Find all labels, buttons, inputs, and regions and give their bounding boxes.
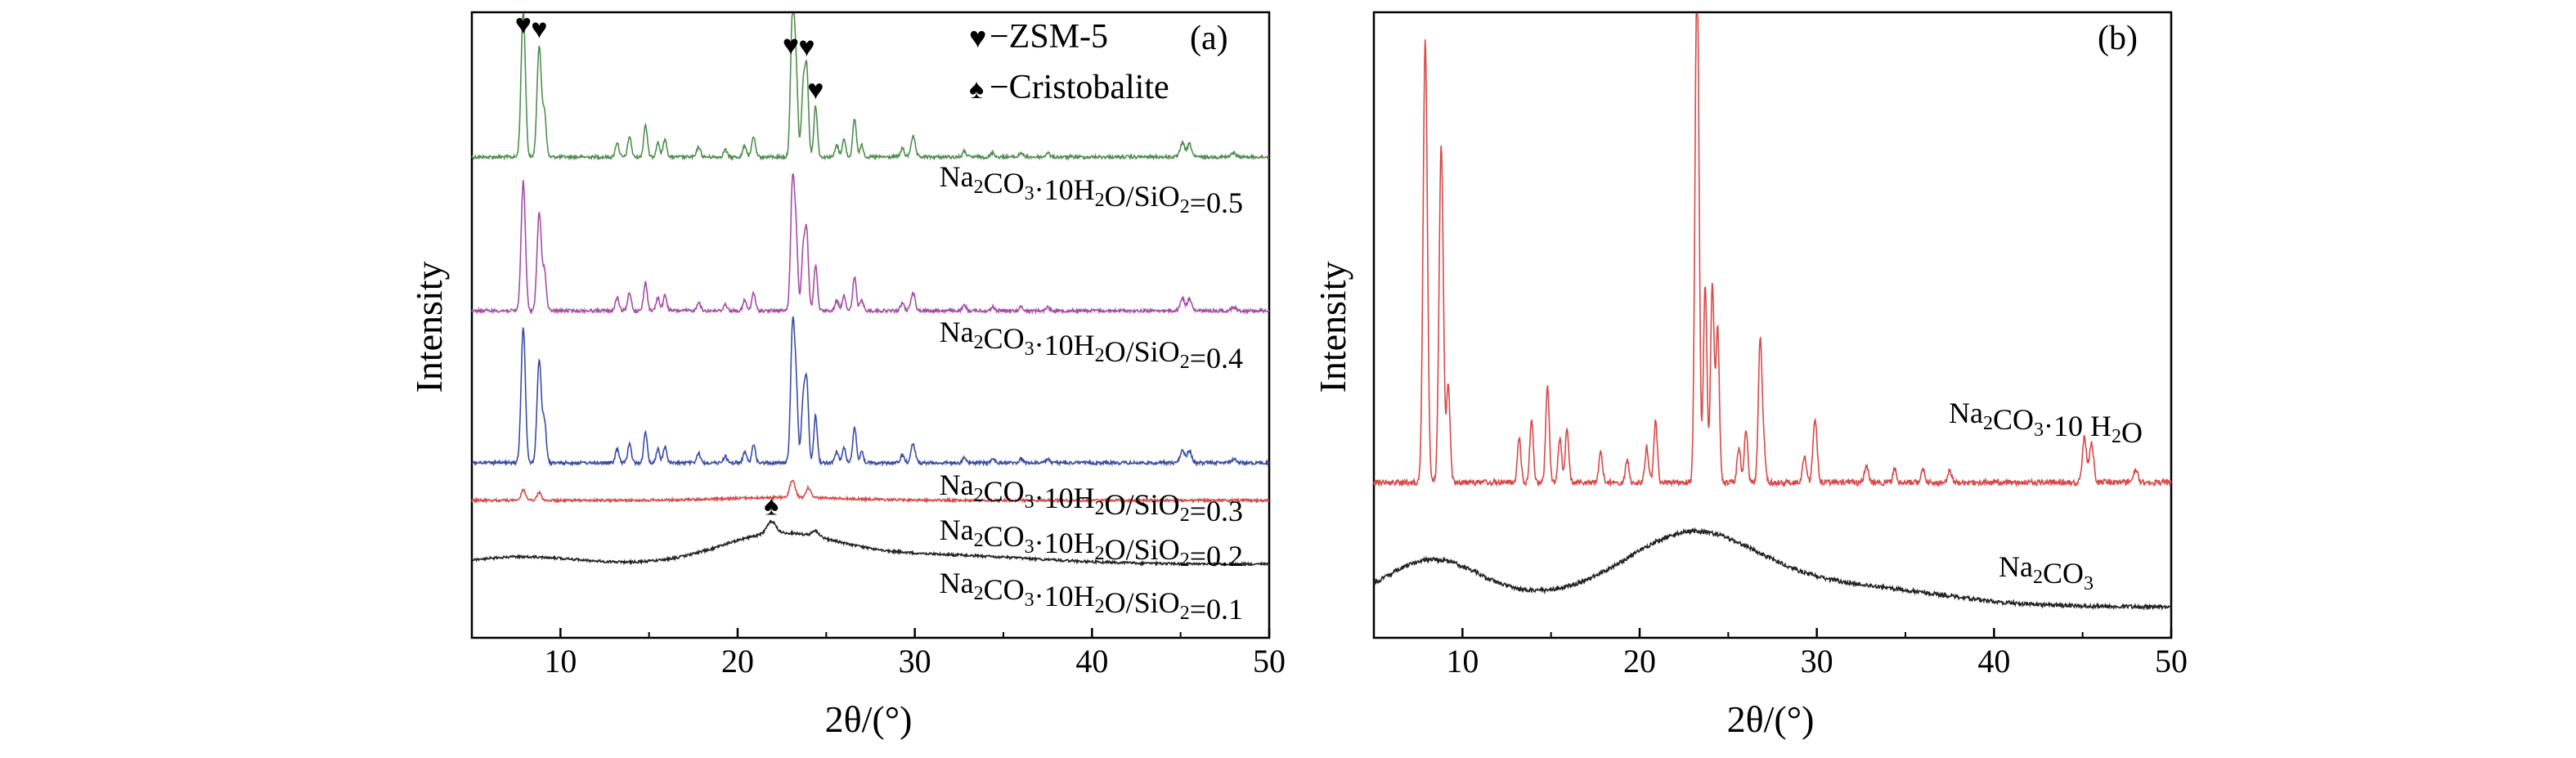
panel-a-plot-frame bbox=[470, 11, 1271, 639]
panel-a-label: (a) bbox=[1190, 20, 1228, 57]
panel-b-label: (b) bbox=[2098, 20, 2138, 57]
zsm5-marker: ♥ bbox=[807, 75, 824, 105]
series-line bbox=[1373, 13, 2172, 488]
series-line bbox=[1373, 527, 2172, 611]
zsm5-marker: ♥ bbox=[783, 30, 799, 61]
legend-zsm5-symbol: ♥ bbox=[969, 21, 986, 54]
panel-a-series bbox=[471, 13, 1270, 567]
x-tick-label: 30 bbox=[1801, 643, 1833, 680]
x-tick-label: 20 bbox=[721, 643, 754, 680]
series-label: Na2CO3·10H2O/SiO2=0.1 bbox=[940, 567, 1243, 626]
x-tick-label: 30 bbox=[899, 643, 931, 680]
x-tick-label: 50 bbox=[2155, 643, 2188, 680]
x-tick-label: 10 bbox=[1446, 643, 1479, 680]
series-line bbox=[471, 173, 1270, 316]
series-label: Na2CO3 bbox=[1999, 550, 2094, 594]
panel-a-peak-markers: ♥ ♥♥ ♥♥♠ bbox=[515, 10, 824, 521]
series-label: Na2CO3·10H2O/SiO2=0.2 bbox=[940, 514, 1243, 572]
cristobalite-marker: ♠ bbox=[764, 491, 779, 521]
legend-cristobalite-symbol: ♠ bbox=[969, 74, 984, 105]
series-line bbox=[471, 13, 1269, 161]
x-tick-label: 40 bbox=[1075, 643, 1108, 680]
panel-b-plot-frame bbox=[1372, 11, 2173, 639]
series-label: Na2CO3·10 H2O bbox=[1949, 397, 2143, 449]
panel-b-y-axis-label: Intensity bbox=[1312, 262, 1353, 393]
panel-a-x-ticks: 10 20 30 40 50 bbox=[471, 628, 1286, 680]
series-label: Na2CO3·10H2O/SiO2=0.3 bbox=[940, 469, 1243, 527]
x-tick-label: 10 bbox=[544, 643, 577, 680]
panel-a-legend: ♥ −ZSM-5 ♠ −Cristobalite bbox=[969, 18, 1169, 106]
panel-b: 10 20 30 40 50 Na2CO3·10 H2O Na2CO3 (b) Inten… bbox=[1312, 11, 2188, 740]
x-tick-label: 40 bbox=[1977, 643, 2010, 680]
panel-a-x-axis-label: 2θ/(°) bbox=[825, 698, 913, 740]
panel-b-x-ticks: 10 20 30 40 50 bbox=[1373, 628, 2188, 680]
zsm5-marker: ♥ bbox=[798, 33, 815, 63]
panel-a: 10 20 30 40 50 ♥ ♥♥ ♥♥♠ Na2CO3·10H2O/SiO2=0.5N… bbox=[408, 10, 1286, 740]
series-line bbox=[471, 519, 1270, 567]
series-label: Na2CO3·10H2O/SiO2=0.5 bbox=[940, 160, 1243, 219]
series-line bbox=[471, 316, 1270, 467]
panel-a-series-labels: Na2CO3·10H2O/SiO2=0.5 Na2CO3·10H2O/SiO2=0… bbox=[940, 160, 1243, 626]
series-line bbox=[471, 479, 1270, 505]
x-tick-label: 50 bbox=[1253, 643, 1286, 680]
series-label: Na2CO3·10H2O/SiO2=0.4 bbox=[940, 316, 1243, 375]
panel-b-series bbox=[1373, 13, 2172, 611]
zsm5-marker: ♥ bbox=[531, 15, 547, 45]
legend-zsm5-text: −ZSM-5 bbox=[990, 18, 1108, 56]
zsm5-marker: ♥ bbox=[515, 10, 532, 40]
panel-b-series-labels: Na2CO3·10 H2O Na2CO3 bbox=[1949, 397, 2143, 594]
legend-cristobalite-text: −Cristobalite bbox=[990, 69, 1169, 106]
panel-a-y-axis-label: Intensity bbox=[408, 262, 450, 393]
panel-b-x-axis-label: 2θ/(°) bbox=[1727, 698, 1815, 740]
x-tick-label: 20 bbox=[1623, 643, 1656, 680]
